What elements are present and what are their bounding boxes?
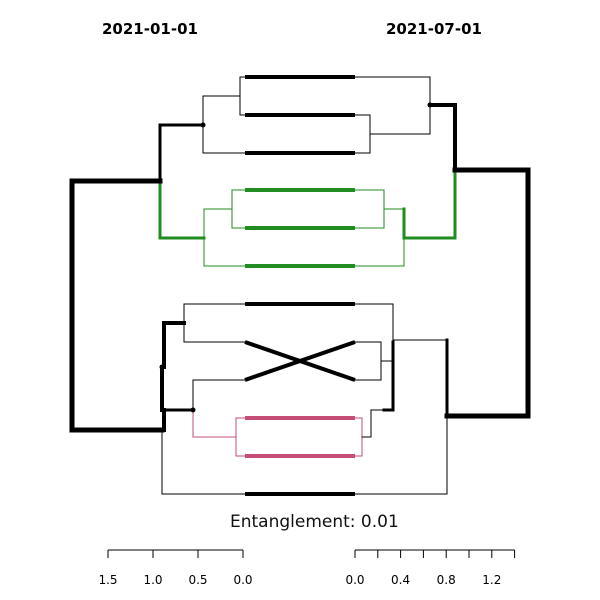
connector-9-cross <box>244 340 356 382</box>
left-axis-tick-label: 0.0 <box>233 573 252 587</box>
node-dot <box>427 102 433 108</box>
left-branch-green <box>158 179 206 240</box>
left-axis: 1.5 1.0 0.5 0.0 <box>98 549 253 587</box>
left-branch-green <box>231 189 246 229</box>
left-branch <box>239 76 246 116</box>
node-dot <box>159 427 165 433</box>
right-branch <box>354 339 448 495</box>
right-branch <box>382 340 395 412</box>
right-dendrogram <box>354 76 531 495</box>
node-dot <box>157 178 163 184</box>
right-branch-green <box>354 189 385 229</box>
left-branch <box>235 417 246 457</box>
left-branch <box>202 95 246 154</box>
node-dot <box>444 413 450 419</box>
right-axis: 0.0 0.4 0.8 1.2 <box>345 549 516 587</box>
right-branch <box>354 76 431 135</box>
right-branch <box>354 303 394 362</box>
left-branch <box>161 429 246 495</box>
right-branch-green <box>402 168 457 240</box>
left-branch-pink <box>192 407 237 438</box>
left-axis-tick-label: 1.5 <box>98 573 117 587</box>
node-dot <box>200 122 206 128</box>
left-branch <box>160 321 186 432</box>
right-branch <box>354 114 371 154</box>
left-branch-green <box>203 208 246 267</box>
left-branch <box>183 303 246 343</box>
leaf-connectors <box>244 75 356 496</box>
node-dot <box>159 364 165 370</box>
left-dendrogram <box>69 76 246 495</box>
right-axis-tick-label: 0.0 <box>345 573 364 587</box>
node-dot <box>190 407 196 413</box>
right-branch <box>354 341 382 381</box>
right-axis-tick-label: 0.8 <box>437 573 456 587</box>
right-branch-pink <box>354 417 363 457</box>
left-branch <box>158 123 205 183</box>
left-axis-tick-label: 1.0 <box>143 573 162 587</box>
right-branch <box>428 103 457 172</box>
left-axis-tick-label: 0.5 <box>188 573 207 587</box>
right-branch <box>361 409 385 438</box>
right-tree-title: 2021-07-01 <box>386 20 482 38</box>
left-branch <box>165 379 246 411</box>
right-axis-tick-label: 0.4 <box>391 573 410 587</box>
right-branch <box>452 167 531 419</box>
right-axis-tick-label: 1.2 <box>482 573 501 587</box>
node-dot <box>452 167 458 173</box>
left-tree-title: 2021-01-01 <box>102 20 198 38</box>
left-branch <box>69 178 163 433</box>
entanglement-label: Entanglement: 0.01 <box>230 512 399 532</box>
right-branch-green <box>354 208 405 267</box>
